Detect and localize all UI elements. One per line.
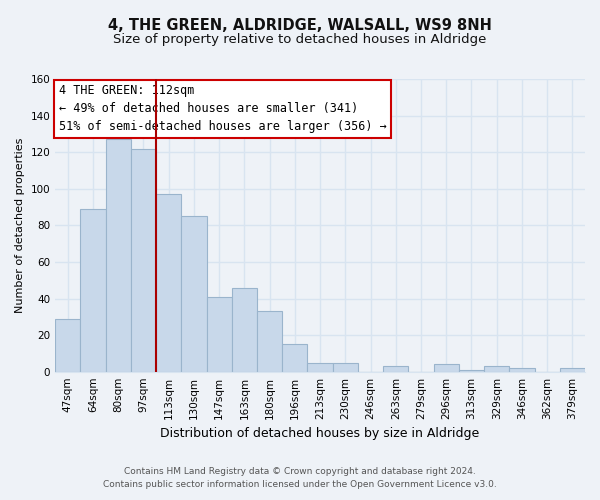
Bar — [131, 148, 156, 372]
Text: Size of property relative to detached houses in Aldridge: Size of property relative to detached ho… — [113, 32, 487, 46]
Bar — [206, 296, 232, 372]
Bar — [459, 370, 484, 372]
Bar — [484, 366, 509, 372]
Bar — [257, 312, 282, 372]
Bar — [181, 216, 206, 372]
Bar — [560, 368, 585, 372]
Bar — [55, 318, 80, 372]
Bar — [307, 362, 332, 372]
Bar — [156, 194, 181, 372]
Bar — [106, 140, 131, 372]
Bar — [232, 288, 257, 372]
Bar — [282, 344, 307, 372]
X-axis label: Distribution of detached houses by size in Aldridge: Distribution of detached houses by size … — [160, 427, 480, 440]
Bar — [383, 366, 409, 372]
Bar — [80, 209, 106, 372]
Text: 4 THE GREEN: 112sqm
← 49% of detached houses are smaller (341)
51% of semi-detac: 4 THE GREEN: 112sqm ← 49% of detached ho… — [59, 84, 387, 134]
Bar — [509, 368, 535, 372]
Text: Contains HM Land Registry data © Crown copyright and database right 2024.
Contai: Contains HM Land Registry data © Crown c… — [103, 467, 497, 489]
Bar — [434, 364, 459, 372]
Bar — [332, 362, 358, 372]
Text: 4, THE GREEN, ALDRIDGE, WALSALL, WS9 8NH: 4, THE GREEN, ALDRIDGE, WALSALL, WS9 8NH — [108, 18, 492, 32]
Y-axis label: Number of detached properties: Number of detached properties — [15, 138, 25, 313]
